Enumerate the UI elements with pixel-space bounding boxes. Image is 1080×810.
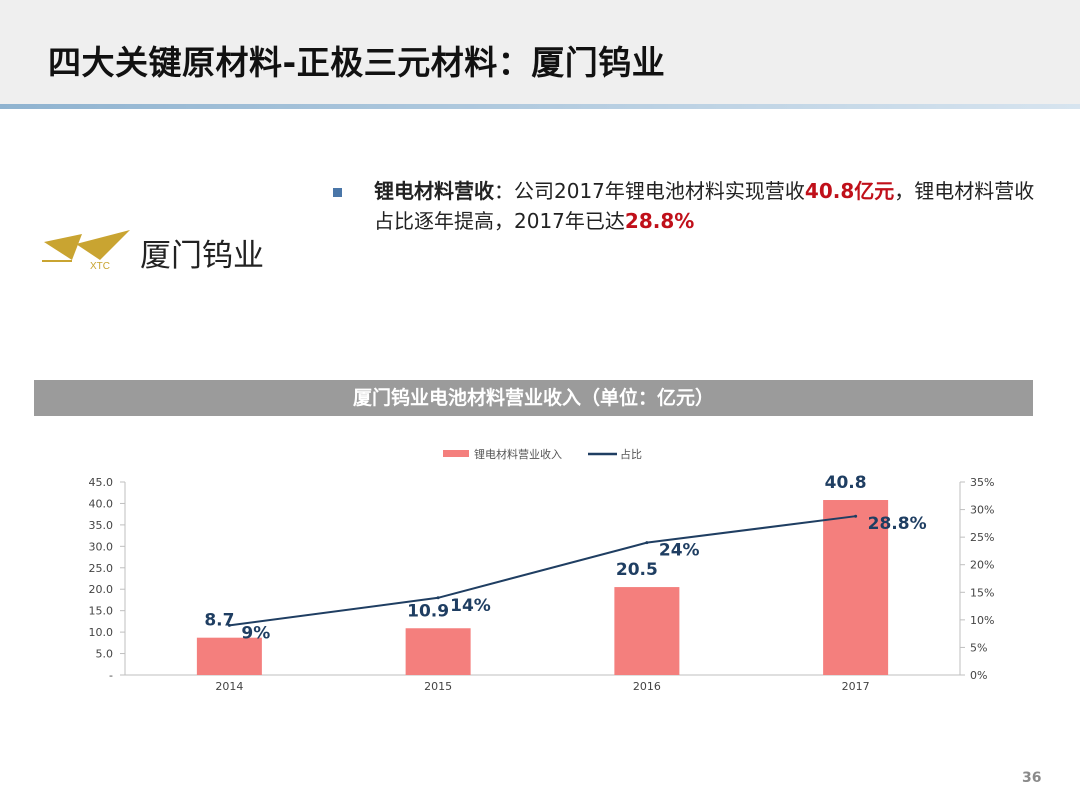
bullet-marker [333,188,342,197]
left-tick-label: 10.0 [89,626,114,639]
x-tick-label: 2016 [633,680,661,693]
title-bar [0,0,1080,104]
left-tick-label: - [109,669,113,682]
share-value-label: 28.8% [868,514,927,534]
left-tick-label: 20.0 [89,583,114,596]
right-tick-label: 35% [970,476,994,489]
xtc-logo: XTC [42,230,130,272]
left-tick-label: 35.0 [89,519,114,532]
left-tick-label: 40.0 [89,497,114,510]
share-point [436,596,440,600]
chart-header: 厦门钨业电池材料营业收入（单位：亿元） [34,380,1033,416]
bullet-paragraph: 锂电材料营收：公司2017年锂电池材料实现营收40.8亿元，锂电材料营收占比逐年… [374,176,1054,236]
x-tick-label: 2017 [842,680,870,693]
title-underline [0,104,1080,109]
logo-mark-text: XTC [90,261,110,272]
right-tick-label: 30% [970,504,994,517]
bar [196,637,262,675]
left-tick-label: 15.0 [89,605,114,618]
bullet-lead: 锂电材料营收 [374,179,494,203]
bullet-text-2: ，锂电材料营收占比逐年提高，2017年已达 [374,179,1035,233]
right-tick-label: 20% [970,559,994,572]
bar-value-label: 10.9 [407,601,449,621]
left-tick-label: 5.0 [96,648,114,661]
right-tick-label: 10% [970,614,994,627]
company-name: 厦门钨业 [140,238,264,274]
slide-title: 四大关键原材料-正极三元材料：厦门钨业 [48,43,666,82]
share-value-label: 14% [450,596,491,616]
legend-label-line: 占比 [620,447,642,461]
bar [823,500,889,675]
page-number: 36 [1022,770,1042,786]
bullet-text-1: ：公司2017年锂电池材料实现营收 [494,179,805,203]
legend-swatch-bar [443,450,469,457]
share-point [227,623,231,627]
legend-label-bar: 锂电材料营业收入 [474,447,562,461]
right-tick-label: 15% [970,586,994,599]
bullet-highlight-revenue: 40.8亿元 [804,179,895,203]
logo-line [42,260,72,262]
right-tick-label: 5% [970,641,987,654]
share-value-label: 24% [659,541,700,561]
x-tick-label: 2014 [215,680,243,693]
bar-value-label: 20.5 [616,560,658,580]
share-point [645,541,649,545]
left-tick-label: 30.0 [89,540,114,553]
left-tick-label: 45.0 [89,476,114,489]
share-value-label: 9% [241,623,270,643]
right-tick-label: 25% [970,531,994,544]
left-tick-label: 25.0 [89,562,114,575]
x-tick-label: 2015 [424,680,452,693]
logo-wing-left [44,234,82,260]
share-line [229,515,856,627]
bar [405,628,471,675]
right-tick-label: 0% [970,669,987,682]
bar-value-label: 8.7 [204,611,234,631]
share-point [854,514,858,518]
bar [614,587,680,675]
bullet-highlight-share: 28.8% [624,209,695,233]
revenue-chart: 锂电材料营业收入 占比 - 5.0 10.0 15.0 20.0 25.0 30.0 35.0 40… [89,447,995,693]
bar-value-label: 40.8 [825,473,867,493]
logo-wing-right [76,230,130,260]
